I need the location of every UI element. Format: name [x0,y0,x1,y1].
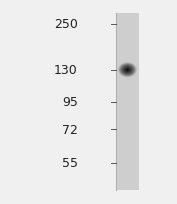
Ellipse shape [126,70,129,71]
Ellipse shape [119,64,136,77]
Ellipse shape [122,67,132,74]
Ellipse shape [120,64,135,76]
Ellipse shape [121,65,134,75]
Ellipse shape [118,63,137,78]
Text: 72: 72 [62,123,78,136]
Ellipse shape [125,69,129,72]
Text: 55: 55 [62,157,78,170]
Ellipse shape [121,65,134,76]
Ellipse shape [122,66,133,75]
Ellipse shape [122,66,133,75]
Ellipse shape [124,68,131,73]
Text: 130: 130 [54,64,78,77]
Text: 95: 95 [62,95,78,109]
Ellipse shape [120,64,135,76]
Ellipse shape [119,63,136,77]
Ellipse shape [123,67,132,74]
Ellipse shape [118,63,137,78]
Ellipse shape [125,69,130,72]
Ellipse shape [127,70,128,71]
Text: 250: 250 [54,18,78,31]
Ellipse shape [125,68,130,73]
Bar [116,14,139,190]
Ellipse shape [124,67,131,73]
Ellipse shape [126,69,129,72]
